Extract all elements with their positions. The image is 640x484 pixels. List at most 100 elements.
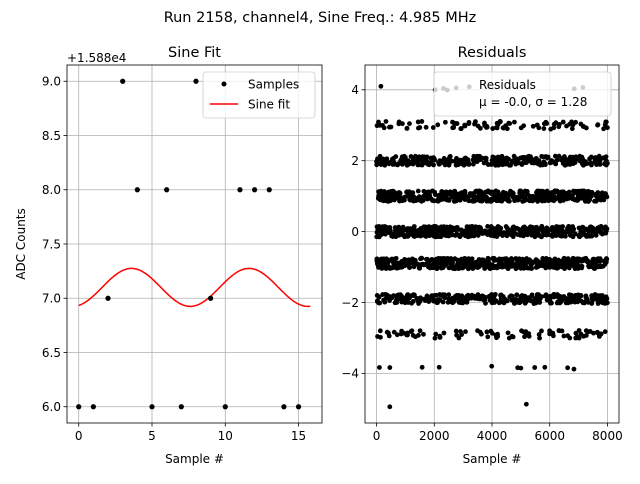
residual-point (583, 193, 589, 199)
residual-point (536, 158, 542, 164)
residual-point (585, 233, 591, 239)
residual-point (413, 334, 418, 340)
residual-point (430, 125, 436, 130)
residual-point (597, 298, 603, 304)
sine-fit-ylabel: ADC Counts (14, 208, 28, 280)
residual-point (505, 198, 511, 204)
residual-point (566, 191, 572, 197)
residual-point (561, 255, 567, 261)
residual-point (451, 198, 457, 204)
residual-point (523, 401, 529, 407)
residual-point (509, 297, 515, 303)
legend-residuals-label: Residuals (479, 78, 536, 92)
residual-point (548, 258, 554, 264)
residual-point (485, 223, 491, 229)
residual-point (438, 260, 443, 266)
sine-fit-ytick-label: 8.0 (42, 183, 61, 197)
residual-point (417, 328, 423, 334)
residual-point (456, 335, 462, 341)
residual-point (565, 365, 571, 371)
residual-point (376, 189, 381, 195)
residual-point (423, 160, 429, 166)
residuals-xtick-label: 6000 (534, 429, 565, 443)
sine-fit-legend: Samples Sine fit (202, 71, 316, 119)
residual-point (544, 121, 550, 126)
residual-point (401, 153, 407, 159)
residual-point (474, 229, 480, 235)
residual-point (478, 262, 484, 268)
residual-point (415, 119, 421, 125)
residual-point (549, 262, 555, 268)
residual-point (484, 259, 490, 265)
residual-point (405, 160, 411, 165)
residual-point (438, 293, 444, 298)
sample-point (208, 295, 214, 301)
residual-point (419, 196, 425, 202)
residual-point (424, 189, 430, 195)
residual-point (450, 119, 455, 125)
residual-point (583, 226, 589, 232)
residual-point (383, 266, 389, 271)
residual-point (396, 121, 402, 127)
residual-point (591, 330, 596, 336)
residual-point (604, 256, 610, 262)
sine-fit-xtick-label: 15 (291, 429, 306, 443)
residual-point (484, 329, 490, 335)
sine-fit-ytick-label: 7.0 (42, 292, 61, 306)
residual-point (532, 195, 538, 201)
residual-point (458, 126, 464, 132)
residual-point (498, 156, 504, 162)
residual-point (518, 365, 524, 371)
residual-point (466, 234, 472, 240)
residuals-panel: 0 2000 4000 6000 8000 −4 −2 0 2 4 Residuals Sampl… (341, 45, 622, 466)
residual-point (475, 328, 480, 334)
residual-point (443, 258, 449, 264)
residual-point (544, 155, 550, 161)
residual-point (432, 189, 438, 195)
residual-point (596, 294, 601, 300)
residual-point (436, 256, 441, 261)
residual-point (471, 153, 477, 159)
residual-point (416, 265, 422, 271)
residual-point (596, 257, 602, 263)
residual-point (427, 233, 433, 239)
residual-point (533, 224, 539, 230)
residual-point (418, 295, 423, 301)
residual-point (388, 124, 394, 130)
residual-point (449, 232, 455, 238)
residual-point (549, 227, 554, 233)
residual-point (421, 331, 426, 337)
residual-point (479, 198, 485, 204)
residual-point (486, 231, 492, 236)
residual-point (443, 233, 449, 239)
residual-point (415, 233, 420, 239)
residual-point (388, 189, 394, 195)
residual-point (488, 227, 494, 233)
residual-point (436, 364, 442, 370)
residual-point (458, 264, 464, 270)
residual-point (556, 328, 562, 334)
residual-point (562, 266, 567, 272)
residual-point (442, 119, 448, 125)
residual-point (523, 296, 529, 302)
residual-point (547, 330, 553, 336)
residual-point (509, 333, 515, 339)
residual-point (395, 265, 401, 271)
sine-fit-ytick-label: 8.5 (42, 129, 61, 143)
residual-point (387, 404, 393, 410)
residual-point (509, 263, 515, 269)
residual-point (581, 231, 587, 237)
residuals-ytick-label: 0 (351, 225, 359, 239)
residual-point (569, 126, 575, 132)
residual-point (485, 188, 491, 194)
residual-point (571, 295, 577, 300)
residual-point (544, 297, 550, 303)
residual-point (415, 228, 421, 234)
residuals-xtick-label: 4000 (477, 429, 508, 443)
residual-point (528, 156, 534, 162)
residual-point (534, 122, 540, 128)
residual-point (445, 299, 451, 305)
residual-point (577, 232, 583, 237)
residual-point (575, 194, 581, 200)
residual-point (389, 156, 395, 162)
